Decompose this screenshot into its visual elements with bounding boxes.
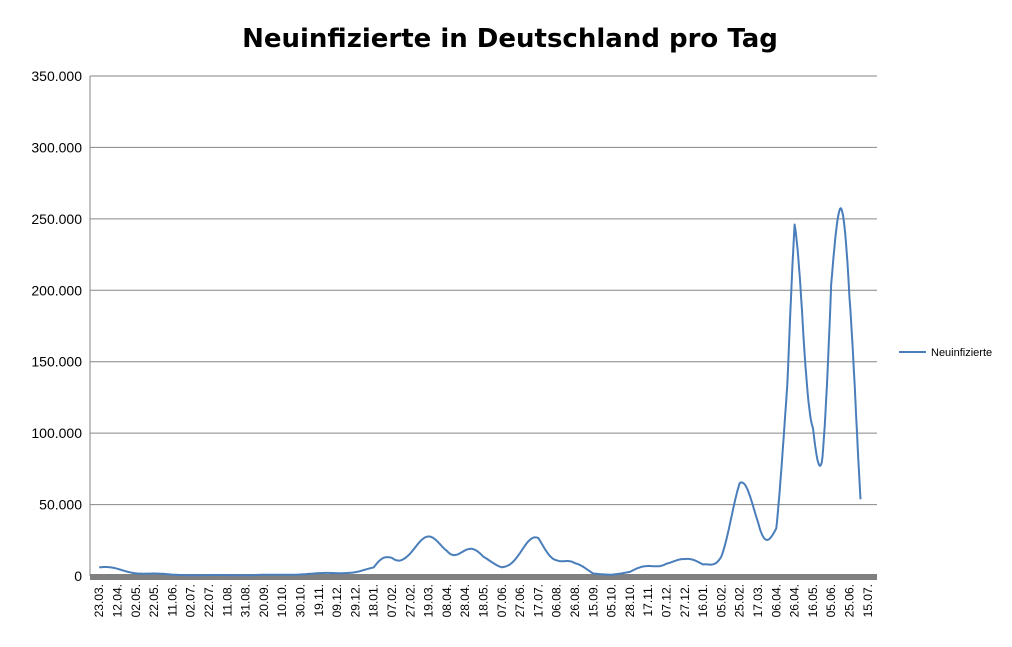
x-tick-label: 11.06. (165, 584, 179, 616)
y-tick-label: 0 (74, 568, 82, 584)
x-tick-label: 31.08. (239, 584, 253, 617)
y-tick-label: 50.000 (39, 497, 82, 513)
x-tick-label: 19.11. (312, 584, 326, 616)
x-tick-label: 12.04. (110, 584, 124, 617)
x-tick-label: 05.06. (824, 584, 838, 617)
y-tick-label: 200.000 (31, 282, 82, 298)
x-tick-label: 07.02. (385, 584, 399, 617)
x-tick-label: 11.08. (220, 584, 234, 616)
x-tick-label: 18.01. (367, 584, 381, 617)
x-tick-label: 30.10. (293, 584, 307, 617)
y-tick-label: 250.000 (31, 211, 82, 227)
y-tick-label: 100.000 (31, 425, 82, 441)
x-tick-label: 25.06. (843, 584, 857, 617)
x-tick-label: 02.07. (184, 584, 198, 617)
x-tick-label: 27.12. (678, 584, 692, 617)
x-tick-label: 28.10. (623, 584, 637, 617)
x-tick-label: 05.10. (605, 584, 619, 617)
x-tick-label: 07.12. (660, 584, 674, 617)
x-tick-label: 23.03. (92, 584, 106, 617)
x-tick-label: 26.08. (568, 584, 582, 617)
x-tick-label: 10.10. (275, 584, 289, 617)
x-tick-label: 27.06. (513, 584, 527, 617)
x-tick-label: 19.03. (422, 584, 436, 617)
x-tick-label: 25.02. (733, 584, 747, 617)
x-axis (90, 574, 877, 580)
x-tick-label: 06.04. (769, 584, 783, 617)
x-tick-label: 20.09. (257, 584, 271, 617)
x-tick-label: 27.02. (403, 584, 417, 617)
x-tick-label: 08.04. (440, 584, 454, 617)
y-tick-label: 150.000 (31, 354, 82, 370)
x-tick-label: 06.08. (550, 584, 564, 617)
x-tick-label: 18.05. (477, 584, 491, 617)
x-tick-label: 02.05. (129, 584, 143, 617)
x-tick-label: 05.02. (714, 584, 728, 617)
x-tick-label: 07.06. (495, 584, 509, 617)
x-tick-label: 28.04. (458, 584, 472, 617)
y-tick-label: 350.000 (31, 68, 82, 84)
x-tick-label: 15.09. (586, 584, 600, 617)
x-tick-label: 15.07. (861, 584, 875, 617)
x-tick-label: 22.07. (202, 584, 216, 617)
x-tick-label: 22.05. (147, 584, 161, 617)
legend: Neuinfizierte (899, 347, 992, 359)
x-tick-label: 26.04. (788, 584, 802, 617)
x-tick-label: 09.12. (330, 584, 344, 617)
x-tick-label: 17.07. (531, 584, 545, 617)
legend-label: Neuinfizierte (931, 347, 992, 359)
series-line-neuinfizierte (98, 207, 862, 577)
x-tick-label: 16.01. (696, 584, 710, 617)
series-layer (98, 207, 862, 577)
y-tick-label: 300.000 (31, 139, 82, 155)
chart-title: Neuinfizierte in Deutschland pro Tag (242, 24, 778, 54)
x-tick-label: 17.03. (751, 584, 765, 617)
x-tick-label: 29.12. (348, 584, 362, 617)
axes: 0 50.000 100.000 150.000 200.000 250.000 300.0… (31, 68, 877, 617)
gridlines (90, 75, 877, 506)
x-tick-label: 16.05. (806, 584, 820, 617)
x-tick-label: 17.11. (641, 584, 655, 616)
